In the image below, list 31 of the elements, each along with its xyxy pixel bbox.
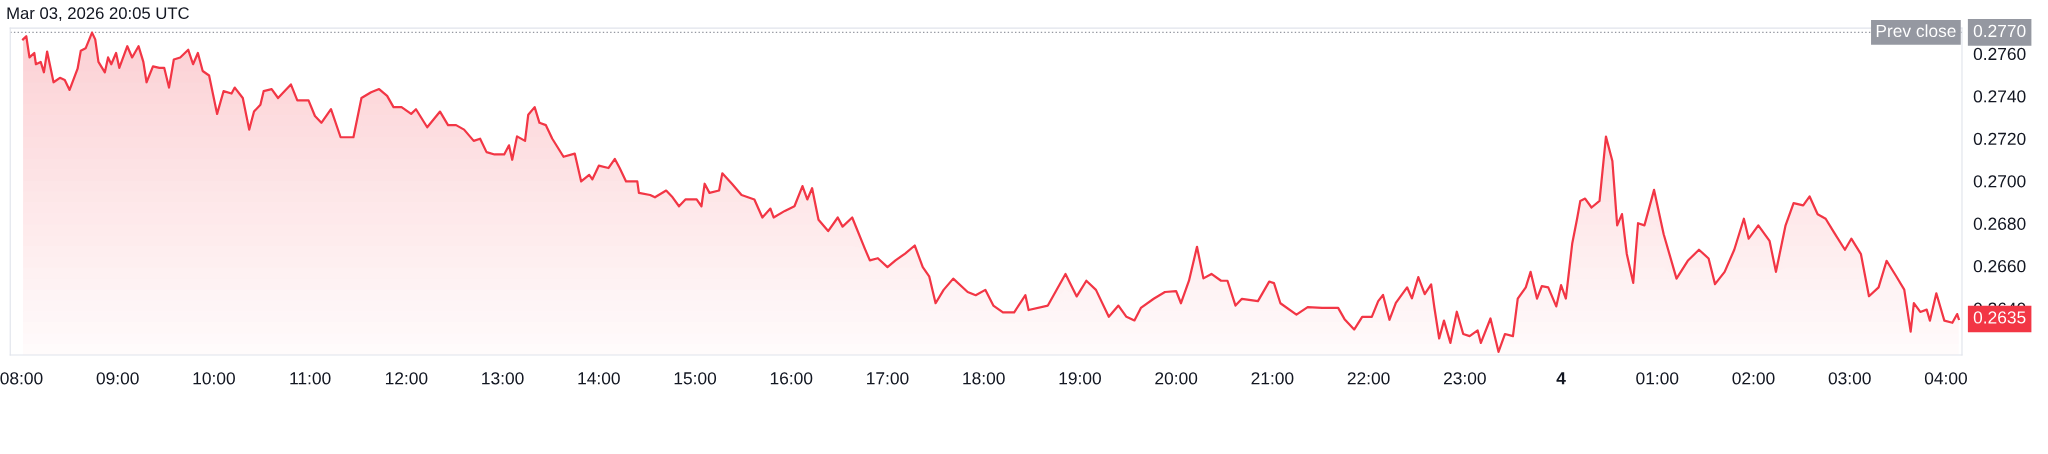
x-tick-label: 09:00 bbox=[96, 372, 139, 385]
x-tick-label: 22:00 bbox=[1347, 372, 1390, 385]
y-tick-label: 0.2700 bbox=[1973, 175, 2026, 188]
x-tick-label: 08:00 bbox=[0, 372, 43, 385]
x-tick-label: 13:00 bbox=[482, 372, 524, 385]
y-tick-label: 0.2740 bbox=[1973, 90, 2026, 103]
y-tick-label: 0.2680 bbox=[1973, 217, 2026, 230]
x-tick-label: 23:00 bbox=[1443, 372, 1486, 385]
x-tick-label: 18:00 bbox=[963, 372, 1005, 385]
x-tick-label: 14:00 bbox=[578, 372, 620, 385]
x-tick-label: 04:00 bbox=[1924, 372, 1967, 385]
x-tick-label: 4 bbox=[1556, 372, 1566, 385]
text: Mar 03, 2026 20:05 UTC bbox=[7, 7, 189, 22]
x-tick-label: 10:00 bbox=[193, 372, 235, 385]
text: 0.2635 bbox=[1973, 311, 2026, 324]
x-tick-label: 01:00 bbox=[1636, 372, 1679, 385]
y-tick-label: 0.2660 bbox=[1973, 260, 2026, 273]
x-tick-label: 17:00 bbox=[867, 372, 909, 385]
y-tick-label: 0.2760 bbox=[1973, 47, 2026, 61]
x-tick-label: 02:00 bbox=[1732, 372, 1775, 385]
x-tick-label: 12:00 bbox=[385, 372, 428, 385]
x-tick-label: 11:00 bbox=[290, 372, 331, 385]
x-tick-label: 20:00 bbox=[1155, 372, 1198, 385]
x-tick-label: 21:00 bbox=[1251, 372, 1294, 385]
x-tick-label: 03:00 bbox=[1828, 372, 1871, 385]
text: 0.2770 bbox=[1973, 24, 2026, 38]
x-tick-label: 15:00 bbox=[674, 372, 717, 385]
x-tick-label: 16:00 bbox=[770, 372, 813, 385]
y-tick-label: 0.2720 bbox=[1973, 132, 2026, 145]
ref-line-label: Prev close bbox=[1876, 24, 1956, 38]
x-tick-label: 19:00 bbox=[1059, 372, 1101, 385]
